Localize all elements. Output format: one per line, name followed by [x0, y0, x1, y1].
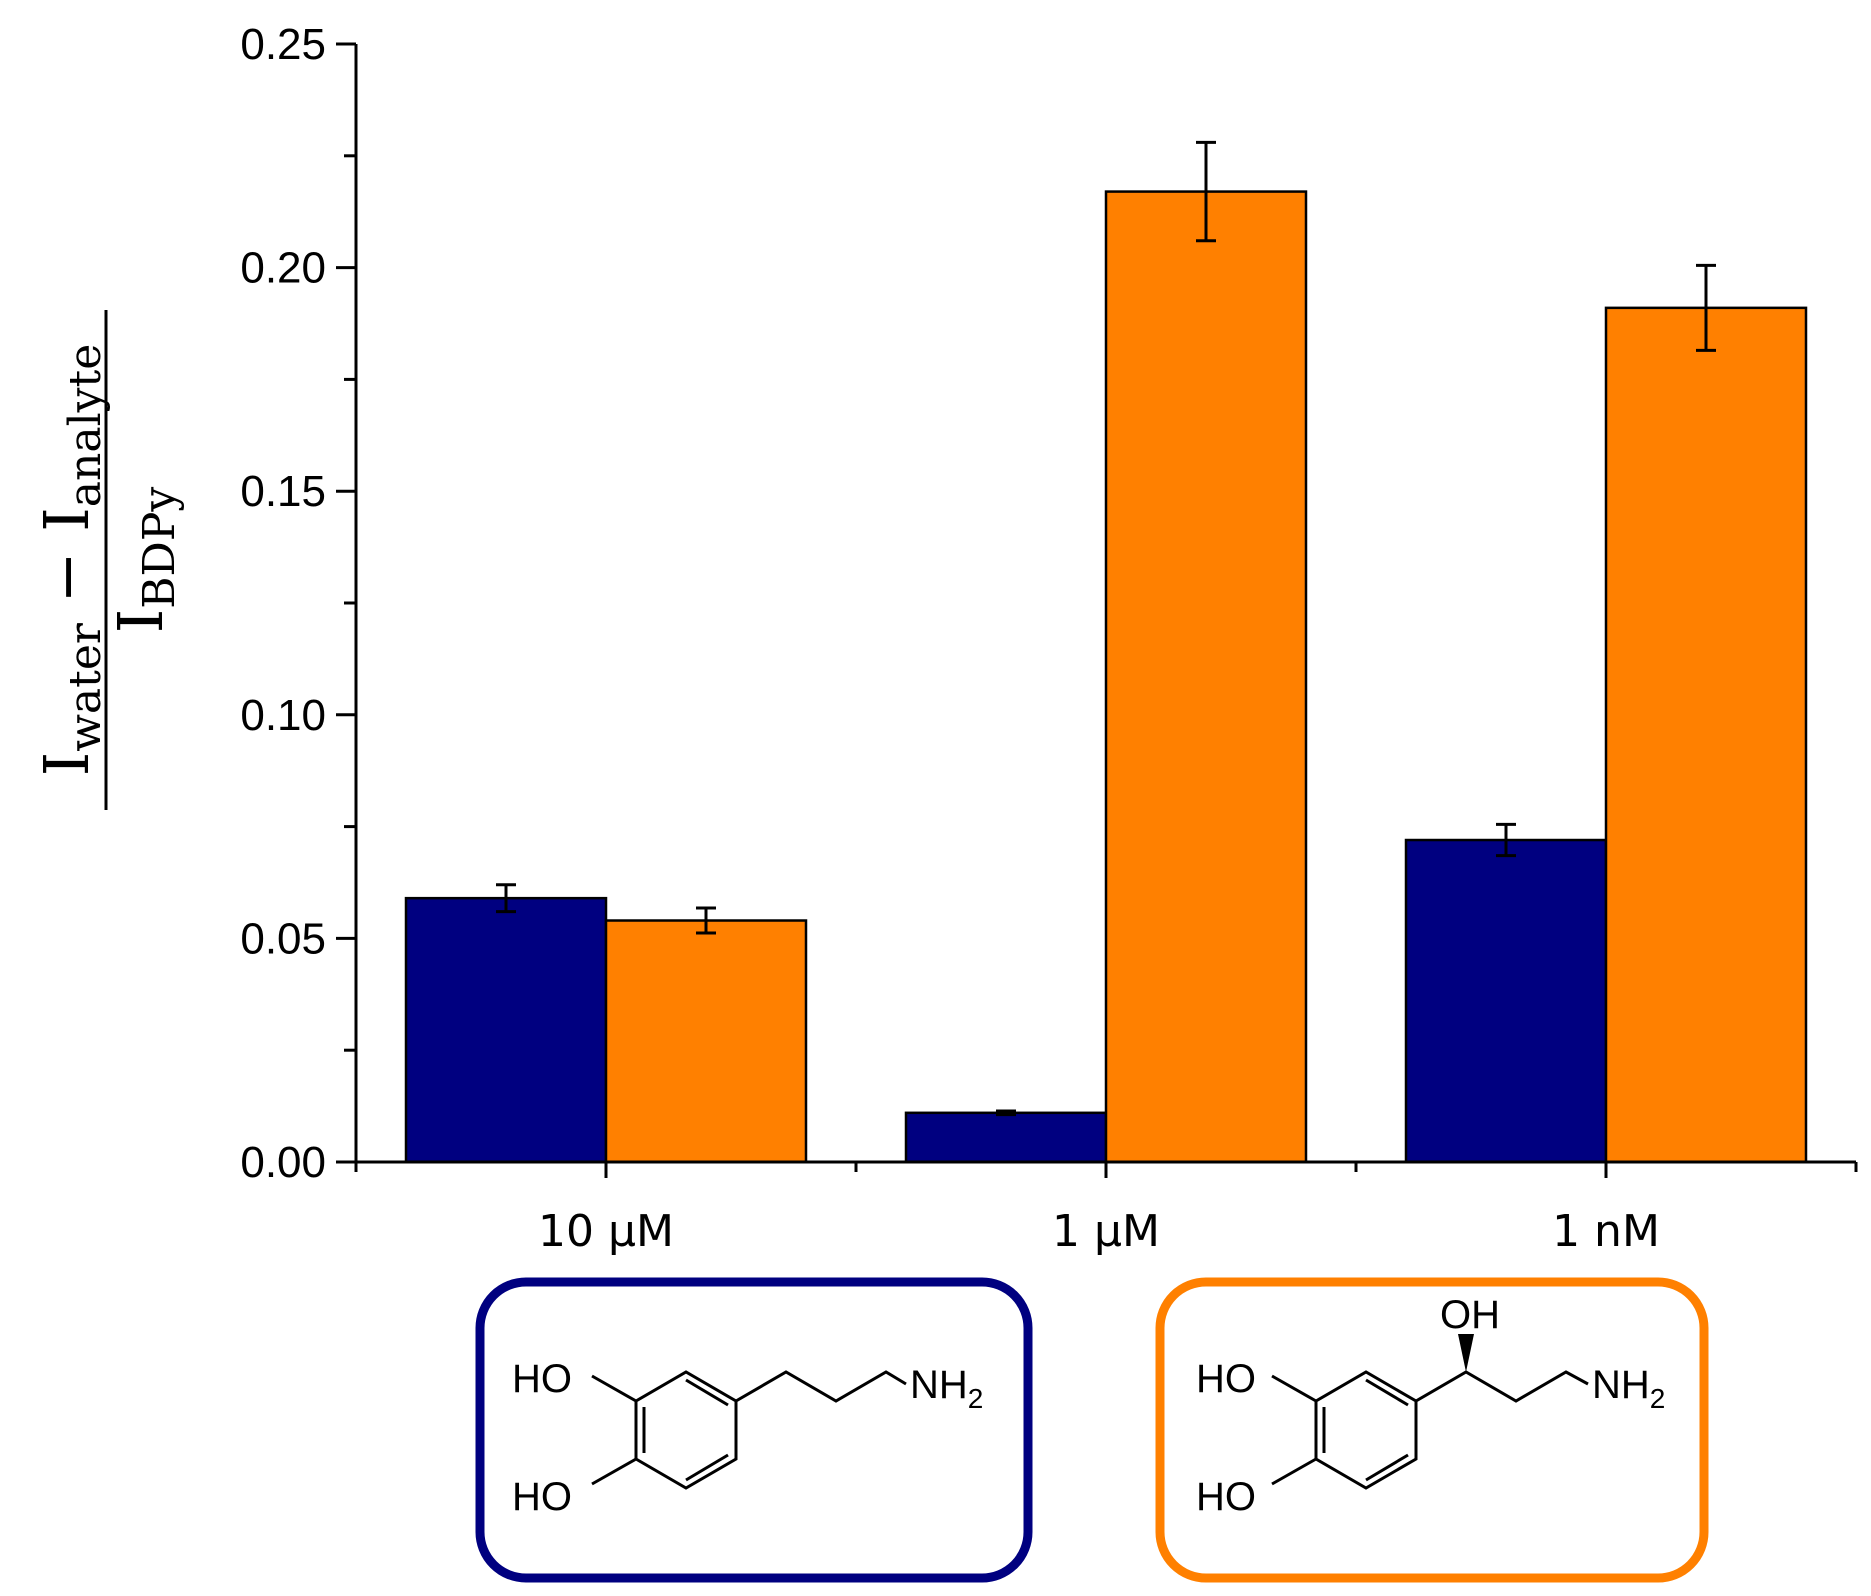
bar-2-3 [1604, 306, 1808, 1164]
bars-layer [404, 190, 1808, 1164]
y-tick-label-2: 0.10 [240, 691, 326, 740]
ylabel-minus: − I [30, 507, 103, 623]
ho-bottom-label-2: HO [1196, 1475, 1256, 1519]
x-tick-label-3: 1 nM [1552, 1206, 1660, 1257]
structure-box-2: OH HO HO NH2 [1155, 1277, 1709, 1583]
structure-border-1 [475, 1277, 1033, 1583]
svg-text:Iwater − Ianalyte: Iwater − Ianalyte [30, 344, 111, 776]
y-tick-label-4: 0.20 [240, 244, 326, 293]
y-tick-label-5: 0.25 [240, 20, 326, 69]
error-bar-1-3 [1496, 822, 1516, 858]
svg-text:NH2: NH2 [1592, 1363, 1665, 1414]
wedge-bond [1458, 1334, 1474, 1372]
bar-1-1 [404, 896, 608, 1164]
ylabel-denominator-I: I [104, 609, 177, 634]
y-tick-label-1: 0.05 [240, 914, 326, 963]
ho-top-label-1: HO [512, 1357, 572, 1401]
x-tick-label-2: 1 μM [1052, 1206, 1160, 1257]
error-bars-layer [496, 140, 1716, 1117]
error-bar-2-1 [696, 906, 716, 935]
benzene-ring-2 [1271, 1370, 1589, 1490]
svg-text:NH2: NH2 [910, 1363, 983, 1414]
x-tick-label-1: 10 μM [538, 1206, 674, 1257]
ho-top-label-2: HO [1196, 1357, 1256, 1401]
ylabel-denominator-sub: BDPy [134, 487, 185, 609]
structure-border-2 [1155, 1277, 1709, 1583]
tick-labels-layer: 10 μM 1 μM 1 nM 0.00 0.05 0.10 0.15 0.20 0.25 [240, 20, 1660, 1257]
bar-2-1 [604, 919, 808, 1164]
benzene-ring-1 [591, 1370, 907, 1490]
ylabel-numerator-I: I [30, 752, 103, 777]
y-tick-label-3: 0.15 [240, 467, 326, 516]
error-bar-1-2 [996, 1109, 1016, 1117]
ho-bottom-label-1: HO [512, 1475, 572, 1519]
oh-label-2: OH [1440, 1293, 1500, 1337]
nh2-label-2: NH [1592, 1363, 1650, 1407]
nh2-label-1: NH [910, 1363, 968, 1407]
ylabel-numerator-sub2: analyte [60, 344, 111, 507]
bar-2-2 [1104, 190, 1308, 1164]
error-bar-2-2 [1196, 140, 1216, 243]
nh2-sub-2: 2 [1650, 1383, 1666, 1414]
bar-1-2 [904, 1111, 1108, 1164]
error-bar-1-1 [496, 883, 516, 914]
ylabel-numerator-sub1: water [60, 622, 111, 752]
y-tick-label-0: 0.00 [240, 1138, 326, 1187]
bar-1-3 [1404, 838, 1608, 1164]
error-bar-2-3 [1696, 263, 1716, 352]
axes-layer [336, 42, 1858, 1178]
y-axis-label: Iwater − Ianalyte IBDPy [30, 310, 185, 810]
nh2-sub-1: 2 [968, 1383, 984, 1414]
structure-box-1: HO HO NH2 [475, 1277, 1033, 1583]
svg-text:IBDPy: IBDPy [104, 487, 185, 634]
